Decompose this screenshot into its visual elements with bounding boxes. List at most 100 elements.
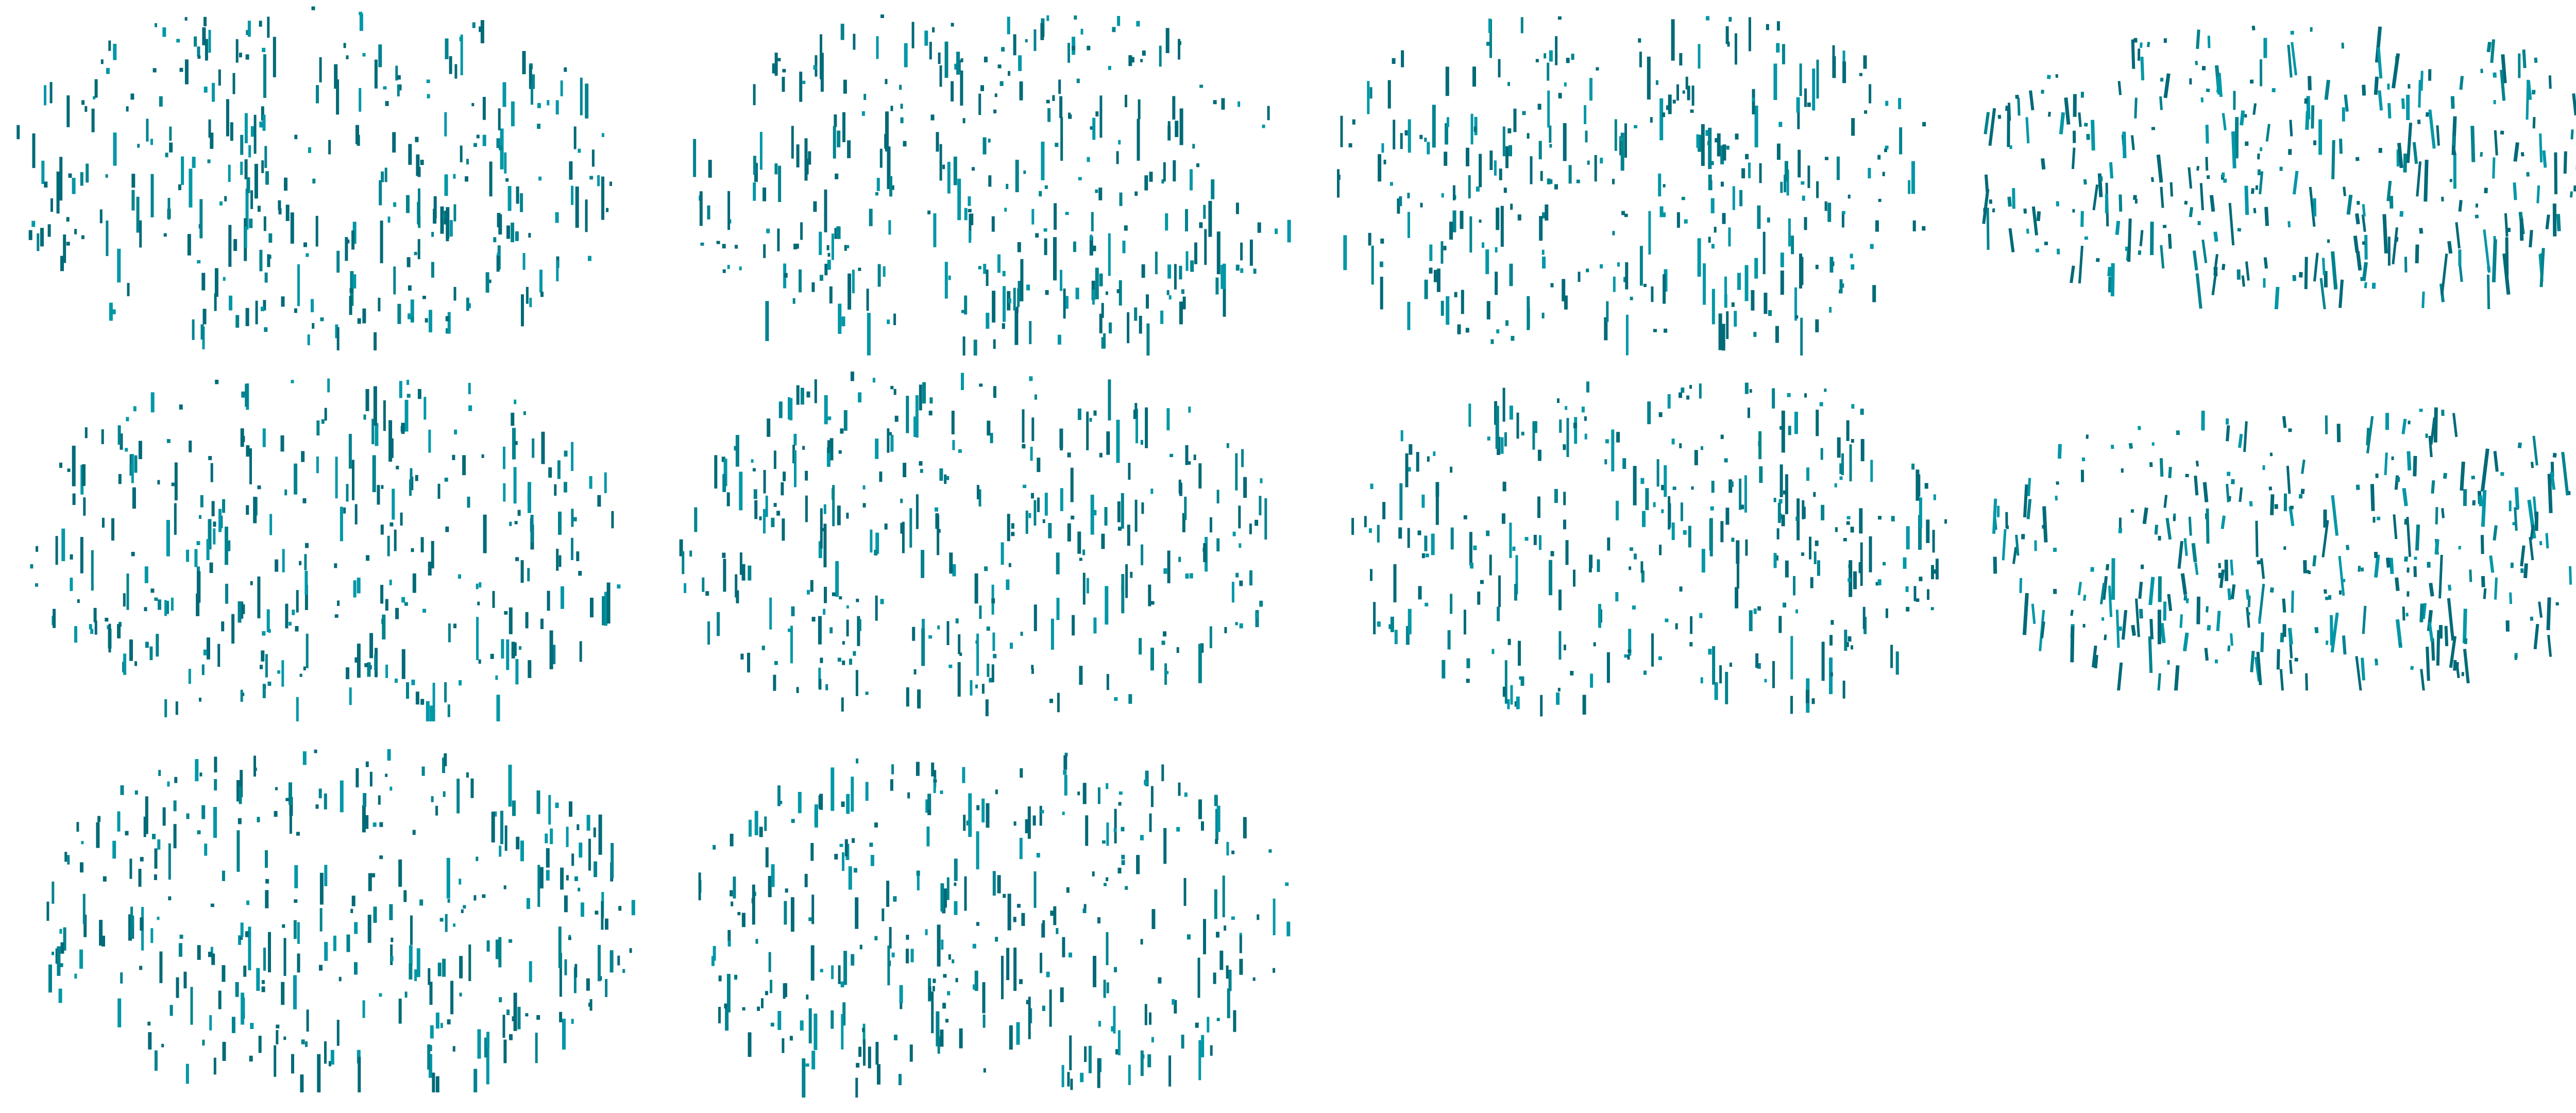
mark bbox=[359, 88, 362, 112]
mark bbox=[2128, 443, 2133, 449]
mark bbox=[76, 822, 79, 832]
mark bbox=[1400, 430, 1403, 442]
mark bbox=[1624, 123, 1627, 158]
mark bbox=[249, 448, 252, 484]
mark bbox=[131, 174, 135, 188]
mark bbox=[588, 256, 591, 261]
mark bbox=[289, 782, 292, 805]
mark bbox=[2287, 221, 2291, 228]
mark bbox=[1121, 827, 1125, 832]
mark bbox=[885, 79, 888, 85]
mark bbox=[727, 930, 731, 941]
mark bbox=[1521, 431, 1524, 436]
mark bbox=[2481, 576, 2485, 587]
mark bbox=[2194, 476, 2199, 496]
mark bbox=[844, 245, 847, 251]
mark bbox=[526, 286, 529, 304]
mark bbox=[1106, 877, 1109, 882]
mark bbox=[1172, 999, 1175, 1005]
mark bbox=[2110, 444, 2114, 449]
mark bbox=[1691, 486, 1694, 490]
mark bbox=[1668, 94, 1672, 114]
mark bbox=[528, 660, 532, 678]
mark bbox=[837, 657, 841, 662]
mark bbox=[956, 52, 960, 75]
mark bbox=[210, 463, 213, 482]
mark bbox=[1209, 517, 1212, 533]
mark bbox=[117, 811, 121, 832]
mark bbox=[1537, 104, 1541, 110]
mark bbox=[962, 767, 965, 783]
mark bbox=[1118, 802, 1122, 806]
mark bbox=[929, 397, 933, 404]
mark bbox=[1098, 188, 1103, 200]
mark bbox=[1780, 464, 1783, 497]
mark bbox=[1653, 502, 1656, 508]
mark bbox=[213, 521, 216, 527]
mark bbox=[123, 653, 127, 675]
mark bbox=[921, 550, 925, 578]
mark bbox=[951, 81, 954, 102]
mark bbox=[1863, 55, 1867, 69]
mark bbox=[1725, 26, 1729, 44]
mark bbox=[1465, 328, 1469, 333]
mark bbox=[426, 701, 430, 721]
mark bbox=[1611, 429, 1615, 471]
mark bbox=[1487, 436, 1490, 441]
mark bbox=[229, 295, 232, 311]
mark bbox=[2420, 71, 2424, 91]
mark bbox=[832, 485, 835, 527]
mark bbox=[832, 592, 836, 596]
mark bbox=[412, 830, 416, 835]
mark bbox=[1694, 450, 1698, 465]
mark bbox=[689, 550, 692, 557]
mark bbox=[2547, 474, 2553, 513]
mark bbox=[2534, 511, 2539, 531]
mark bbox=[2036, 211, 2041, 222]
mark bbox=[525, 612, 529, 629]
mark bbox=[1011, 532, 1015, 536]
mark bbox=[1170, 453, 1174, 458]
mark bbox=[477, 1029, 481, 1059]
mark bbox=[2259, 147, 2263, 151]
mark bbox=[1049, 989, 1052, 1027]
mark bbox=[940, 1030, 944, 1047]
mark bbox=[1136, 21, 1140, 27]
mark bbox=[955, 618, 959, 623]
mark bbox=[307, 334, 310, 345]
mark bbox=[432, 683, 435, 721]
mark bbox=[250, 581, 253, 585]
mark bbox=[856, 758, 859, 764]
mark bbox=[2283, 493, 2287, 512]
mark bbox=[2415, 524, 2420, 551]
mark bbox=[357, 318, 361, 324]
mark bbox=[1665, 618, 1669, 622]
mark bbox=[937, 625, 940, 630]
mark bbox=[261, 106, 264, 121]
mark bbox=[1687, 86, 1690, 100]
mark bbox=[722, 244, 726, 249]
mark bbox=[1190, 260, 1194, 272]
mark bbox=[1134, 499, 1138, 532]
mark bbox=[1043, 228, 1047, 232]
mark bbox=[1504, 660, 1507, 704]
mark bbox=[79, 949, 83, 969]
mark bbox=[459, 992, 462, 997]
mark bbox=[811, 282, 815, 292]
mark bbox=[2056, 481, 2059, 485]
mark bbox=[2287, 628, 2293, 645]
panel-row2-col2 bbox=[670, 366, 1278, 716]
mark bbox=[1042, 519, 1045, 524]
mark bbox=[1658, 656, 1662, 661]
mark bbox=[1101, 533, 1105, 549]
mark bbox=[2480, 69, 2483, 73]
mark bbox=[70, 578, 73, 591]
mark bbox=[2177, 541, 2183, 569]
mark bbox=[540, 292, 544, 297]
mark bbox=[1795, 516, 1799, 521]
mark bbox=[2282, 416, 2287, 428]
mark bbox=[476, 856, 479, 862]
mark bbox=[480, 20, 484, 43]
mark bbox=[504, 611, 508, 615]
mark bbox=[507, 186, 512, 211]
